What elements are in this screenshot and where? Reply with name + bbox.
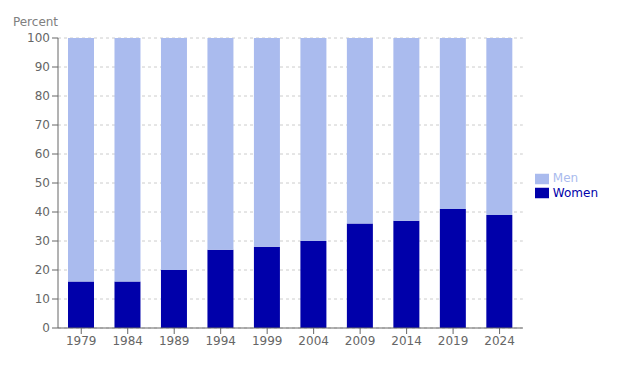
- svg-text:10: 10: [35, 292, 50, 306]
- svg-text:2024: 2024: [484, 334, 515, 348]
- svg-text:1989: 1989: [159, 334, 190, 348]
- svg-text:1979: 1979: [66, 334, 97, 348]
- svg-text:30: 30: [35, 234, 50, 248]
- svg-text:2014: 2014: [391, 334, 422, 348]
- svg-text:50: 50: [35, 176, 50, 190]
- svg-text:2004: 2004: [298, 334, 329, 348]
- svg-text:2019: 2019: [438, 334, 469, 348]
- svg-text:Percent: Percent: [13, 15, 58, 29]
- svg-text:1999: 1999: [252, 334, 283, 348]
- svg-text:0: 0: [42, 321, 50, 335]
- svg-text:90: 90: [35, 60, 50, 74]
- svg-text:60: 60: [35, 147, 50, 161]
- svg-text:70: 70: [35, 118, 50, 132]
- svg-text:2009: 2009: [345, 334, 376, 348]
- svg-text:100: 100: [27, 31, 50, 45]
- svg-text:1994: 1994: [205, 334, 236, 348]
- svg-text:40: 40: [35, 205, 50, 219]
- svg-text:1984: 1984: [112, 334, 143, 348]
- svg-text:80: 80: [35, 89, 50, 103]
- svg-text:20: 20: [35, 263, 50, 277]
- html-text:Men: Men: [552, 171, 579, 185]
- html-text:Women: Women: [552, 185, 598, 200]
